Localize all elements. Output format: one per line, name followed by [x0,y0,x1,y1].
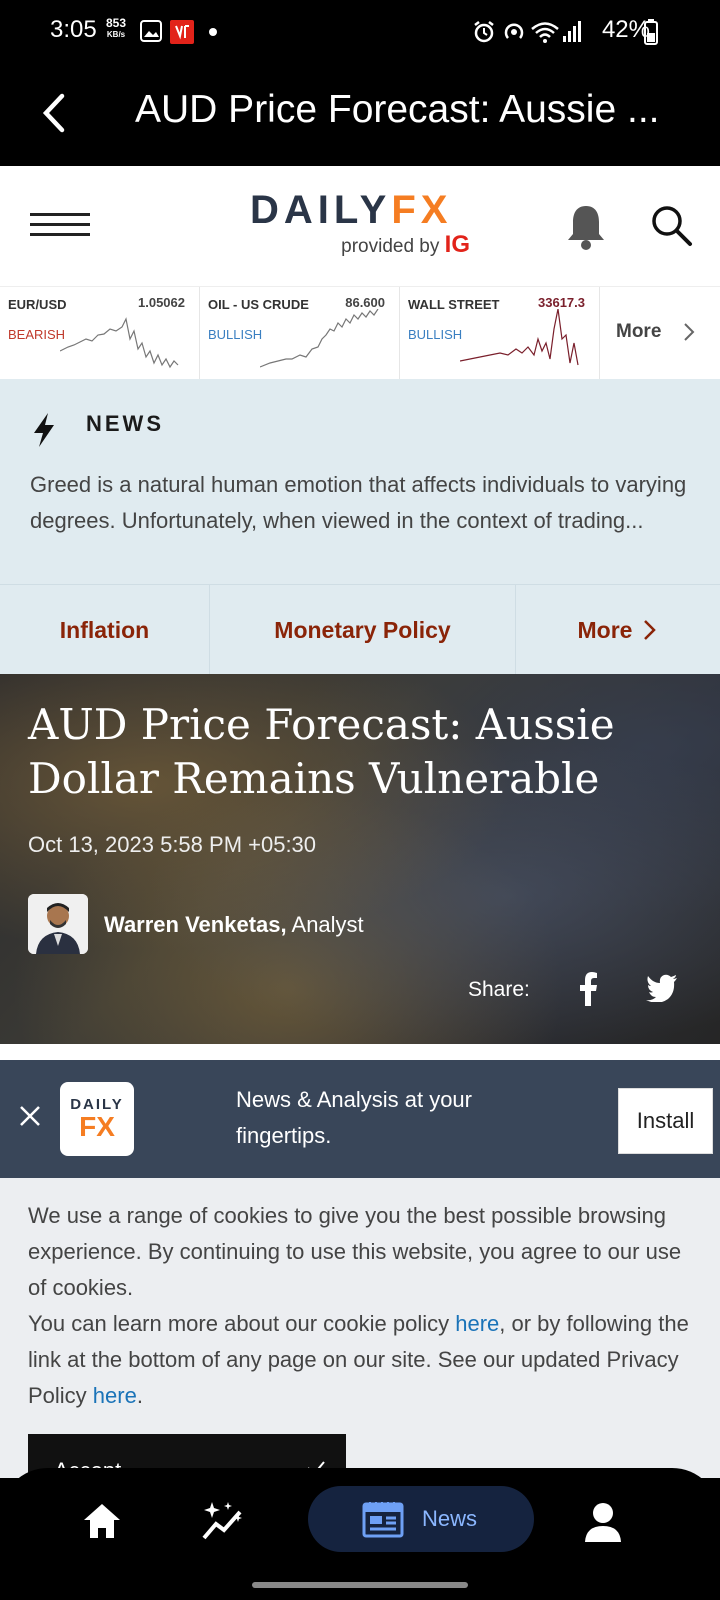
facebook-icon[interactable] [578,972,598,1006]
ticker-name: WALL STREET [408,297,500,312]
author-name: Warren Venketas, [104,912,287,937]
cookie-paragraph-1: We use a range of cookies to give you th… [28,1203,682,1300]
battery-percent: 42% [601,16,650,43]
cookie-paragraph-2b: , or by following the link at the bottom… [28,1311,689,1408]
app-notification-icon [170,20,194,44]
ticker-name: OIL - US CRUDE [208,297,309,312]
news-description[interactable]: Greed is a natural human emotion that af… [30,472,687,533]
article-date: Oct 13, 2023 5:58 PM +05:30 [28,832,317,857]
logo-fx: FX [391,188,453,232]
author-photo [28,894,88,954]
app-logo-top: DAILY [70,1096,124,1113]
battery-icon [644,19,658,45]
ticker-wallstreet[interactable]: WALL STREET 33617.3 BULLISH [400,287,600,380]
news-section: NEWS Greed is a natural human emotion th… [0,379,720,584]
twitter-icon[interactable] [646,974,678,1002]
ticker-price: 33617.3 [538,295,585,310]
news-icon [362,1502,404,1538]
logo-dai: DA [250,188,318,232]
ticker-eurusd[interactable]: EUR/USD 1.05062 BEARISH [0,287,200,380]
cookie-notice: We use a range of cookies to give you th… [0,1178,720,1494]
topic-more-label: More [577,616,633,643]
logo-i: I [317,188,334,232]
install-button[interactable]: Install [618,1088,713,1154]
analysis-sparkle-icon[interactable] [200,1500,246,1542]
chevron-right-icon [644,620,657,640]
author-info[interactable]: Warren Venketas, Analyst [104,912,364,938]
logo-ly: LY [333,188,392,232]
network-speed-value: 853 [106,16,127,30]
sparkline-wallstreet [460,309,579,366]
nav-news-tab[interactable]: News [308,1486,534,1552]
cookie-paragraph-2c: . [136,1383,143,1408]
author-avatar[interactable] [28,894,88,954]
app-logo: DAILY FX [60,1082,134,1156]
chevron-right-icon [684,323,695,341]
alarm-icon [474,21,494,43]
search-icon[interactable] [650,204,694,248]
ticker-strip: EUR/USD 1.05062 BEARISH OIL - US CRUDE 8… [0,286,720,380]
article-title: AUD Price Forecast: Aussie Dollar Remain… [28,700,615,803]
ticker-name: EUR/USD [8,297,67,312]
back-arrow-icon[interactable] [34,88,74,138]
nav-news-label: News [422,1506,478,1531]
network-speed-unit: KB/s [106,30,126,39]
network-speed: 853 KB/s [106,16,127,40]
ticker-sentiment: BULLISH [208,327,263,342]
app-logo-bottom: FX [79,1111,115,1142]
cookie-text: We use a range of cookies to give you th… [28,1198,698,1414]
topic-tabs: Inflation Monetary Policy More [0,584,720,675]
sparkline-oil [260,309,379,368]
install-message: News & Analysis at your fingertips. [236,1087,472,1148]
dot-icon [209,28,217,36]
signal-icon [563,21,581,42]
lightning-icon [34,413,54,447]
share-label: Share: [468,978,530,1001]
ticker-sentiment: BULLISH [408,327,463,342]
ticker-oil[interactable]: OIL - US CRUDE 86.600 BULLISH [200,287,400,380]
status-time: 3:05 [50,16,97,43]
topic-more[interactable]: More [516,585,720,675]
bell-icon[interactable] [564,202,608,250]
status-bar: 3:05 853 KB/s 42% [0,0,720,64]
bottom-nav: News [0,1468,720,1600]
gallery-icon [140,20,162,42]
hotspot-icon [504,23,524,39]
close-icon[interactable] [18,1104,42,1128]
dailyfx-logo[interactable]: DAILYFX provided by IG [250,188,470,259]
app-bar-title: AUD Price Forecast: Aussie ... [135,88,660,131]
cookie-policy-link[interactable]: here [455,1311,500,1336]
app-bar: AUD Price Forecast: Aussie ... [0,64,720,166]
news-label[interactable]: NEWS [86,411,164,436]
site-header: DAILYFX provided by IG [0,166,720,286]
topic-monetary-policy[interactable]: Monetary Policy [210,585,516,675]
ticker-price: 1.05062 [138,295,185,310]
home-icon[interactable] [82,1502,122,1540]
install-banner: DAILY FX News & Analysis at your fingert… [0,1060,720,1178]
menu-icon[interactable] [30,213,90,239]
home-gesture-bar[interactable] [252,1582,468,1588]
spacer [0,1044,720,1060]
ticker-sentiment: BEARISH [8,327,66,342]
tickers-more-button[interactable]: More [600,287,720,379]
profile-icon[interactable] [584,1502,622,1542]
article-hero: AUD Price Forecast: Aussie Dollar Remain… [0,674,720,1044]
tickers-more-label: More [616,321,662,342]
wifi-icon [531,22,559,43]
topic-inflation[interactable]: Inflation [0,585,210,675]
cookie-paragraph-2a: You can learn more about our cookie poli… [28,1311,456,1336]
provided-by-text: provided by [341,236,440,257]
sparkline-eurusd [60,317,179,369]
ticker-price: 86.600 [345,295,385,310]
author-role: Analyst [291,912,364,937]
privacy-policy-link[interactable]: here [92,1383,137,1408]
ig-logo: IG [444,231,470,258]
